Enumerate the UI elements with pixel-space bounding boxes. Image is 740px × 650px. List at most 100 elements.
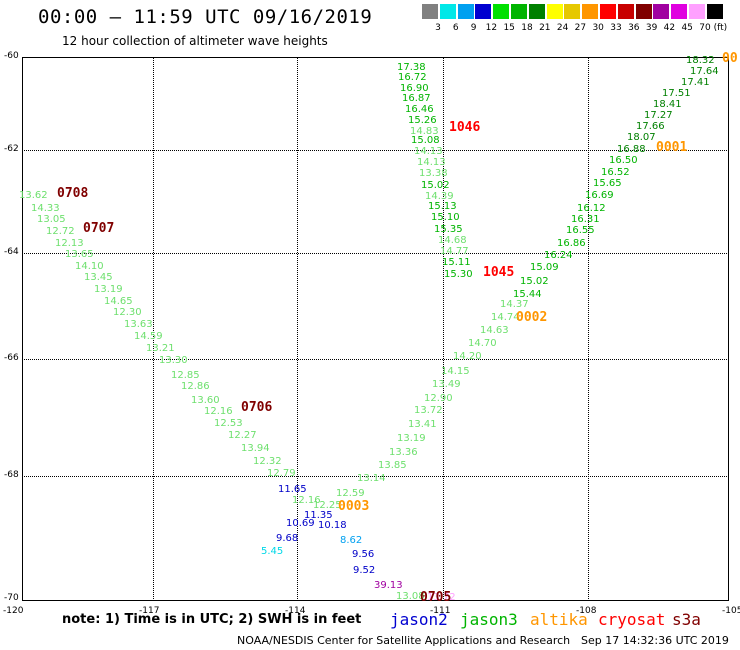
grid-line-vertical <box>297 57 298 599</box>
colorbar-swatch <box>617 4 634 19</box>
pass-time-label: 0706 <box>241 400 273 415</box>
swh-value-left-track: 12.72 <box>46 226 75 237</box>
colorbar-label: 27 <box>574 23 587 33</box>
swh-value-right-track: 12.25 <box>313 500 342 511</box>
swh-value-right-track: 14.63 <box>480 325 509 336</box>
swh-value-left-track: 12.79 <box>267 468 296 479</box>
swh-value-left-track: 13.94 <box>241 443 270 454</box>
colorbar-swatch <box>493 4 510 19</box>
swh-value-center-track: 16.87 <box>402 93 431 104</box>
colorbar-label: 15 <box>503 23 515 33</box>
lon-tick-label: -105 <box>722 606 740 616</box>
swh-value-right-track: 13.36 <box>389 447 418 458</box>
swh-value-right-track: 17.51 <box>662 88 691 99</box>
swh-value-right-track: 15.65 <box>593 178 622 189</box>
swh-value-center-track: 15.13 <box>428 201 457 212</box>
swh-value-left-track: 12.32 <box>253 456 282 467</box>
swh-value-right-track: 10.18 <box>318 520 347 531</box>
swh-value-center-track: 15.35 <box>434 224 463 235</box>
swh-value-left-track: 14.65 <box>104 296 133 307</box>
satellite-legend-altika: altika <box>530 610 588 629</box>
swh-value-right-track: 16.69 <box>585 190 614 201</box>
satellite-legend-jason3: jason3 <box>460 610 518 629</box>
swh-value-right-track: 14.15 <box>441 366 470 377</box>
grid-line-vertical <box>588 57 589 599</box>
colorbar-label: 33 <box>610 23 622 33</box>
colorbar-swatch <box>706 4 723 19</box>
swh-value-left-track: 13.45 <box>84 272 113 283</box>
lat-tick-label: -70 <box>4 593 19 603</box>
swh-value-right-track: 8.62 <box>340 535 363 546</box>
colorbar-label: 36 <box>628 23 640 33</box>
pass-time-label: 1045 <box>483 265 515 280</box>
swh-value-center-track: 15.11 <box>442 257 471 268</box>
swh-value-center-track: 16.46 <box>405 104 434 115</box>
swh-value-center-track: 16.72 <box>398 72 427 83</box>
colorbar-label: 45 <box>681 23 693 33</box>
pass-time-label: 0705 <box>420 590 452 605</box>
swh-value-left-track: 12.16 <box>204 406 233 417</box>
swh-value-right-track: 12.59 <box>336 488 365 499</box>
swh-value-right-track: 13.49 <box>432 379 461 390</box>
pass-time-label: 1046 <box>449 120 481 135</box>
swh-value-right-track: 13.14 <box>357 473 386 484</box>
swh-value-left-track: 12.53 <box>214 418 243 429</box>
grid-line-horizontal <box>22 150 727 151</box>
colorbar-label: 9 <box>470 23 477 33</box>
colorbar-label: 70 <box>699 23 711 33</box>
plot-frame <box>22 57 729 601</box>
swh-value-left-track: 9.68 <box>276 533 299 544</box>
colorbar-swatch <box>546 4 563 19</box>
colorbar-swatch <box>653 4 670 19</box>
swh-value-left-track: 12.85 <box>171 370 200 381</box>
colorbar-swatch <box>671 4 688 19</box>
colorbar-swatch <box>528 4 545 19</box>
swh-value-center-track: 14.77 <box>440 246 469 257</box>
swh-value-center-track: 15.10 <box>431 212 460 223</box>
lon-tick-label: -114 <box>285 606 306 616</box>
lat-tick-label: -62 <box>4 144 19 154</box>
swh-value-right-track: 16.88 <box>617 144 646 155</box>
swh-value-right-track: 17.41 <box>681 77 710 88</box>
swh-value-right-track: 16.50 <box>609 155 638 166</box>
grid-line-vertical <box>153 57 154 599</box>
swh-value-right-track: 14.70 <box>468 338 497 349</box>
colorbar-label: 39 <box>645 23 658 33</box>
swh-value-right-track: 12.90 <box>424 393 453 404</box>
swh-value-center-track: 14.13 <box>414 146 443 157</box>
satellite-legend-cryosat: cryosat <box>598 610 666 629</box>
swh-value-right-track: 13.72 <box>414 405 443 416</box>
colorbar-swatch <box>511 4 527 19</box>
pass-time-label: 0708 <box>57 186 89 201</box>
swh-value-center-track: 14.83 <box>410 126 439 137</box>
lon-tick-label: -111 <box>430 606 451 616</box>
lat-tick-label: -60 <box>4 51 19 61</box>
footer-date: Sep 17 14:32:36 UTC 2019 <box>581 634 729 647</box>
swh-value-center-track: 13.38 <box>419 168 448 179</box>
page-title: 00:00 – 11:59 UTC 09/16/2019 <box>38 6 373 28</box>
swh-value-right-track: 17.64 <box>690 66 719 77</box>
swh-value-center-track: 15.02 <box>421 180 450 191</box>
swh-value-right-track: 16.86 <box>557 238 586 249</box>
swh-value-right-track: 18.41 <box>653 99 682 110</box>
swh-value-right-track: 9.52 <box>353 565 376 576</box>
colorbar-label: 3 <box>435 23 441 33</box>
swh-value-left-track: 13.30 <box>159 355 188 366</box>
swh-value-right-track: 15.02 <box>520 276 549 287</box>
pass-time-label: 0001 <box>656 140 688 155</box>
grid-line-horizontal <box>22 476 727 477</box>
colorbar-swatch <box>600 4 616 19</box>
colorbar-label: 30 <box>592 23 604 33</box>
swh-value-right-track: 16.55 <box>566 225 595 236</box>
colorbar-swatch <box>475 4 492 19</box>
note-text: note: 1) Time is in UTC; 2) SWH is in fe… <box>62 612 362 627</box>
swh-value-center-track: 15.30 <box>444 269 473 280</box>
lat-tick-label: -68 <box>4 470 19 480</box>
satellite-legend-s3a: s3a <box>672 610 701 629</box>
colorbar-swatch <box>439 4 456 19</box>
swh-value-left-track: 12.30 <box>113 307 142 318</box>
swh-value-left-track: 13.21 <box>146 343 175 354</box>
swh-value-center-track: 16.90 <box>400 83 429 94</box>
colorbar-swatch <box>635 4 652 19</box>
swh-value-right-track: 14.37 <box>500 299 529 310</box>
